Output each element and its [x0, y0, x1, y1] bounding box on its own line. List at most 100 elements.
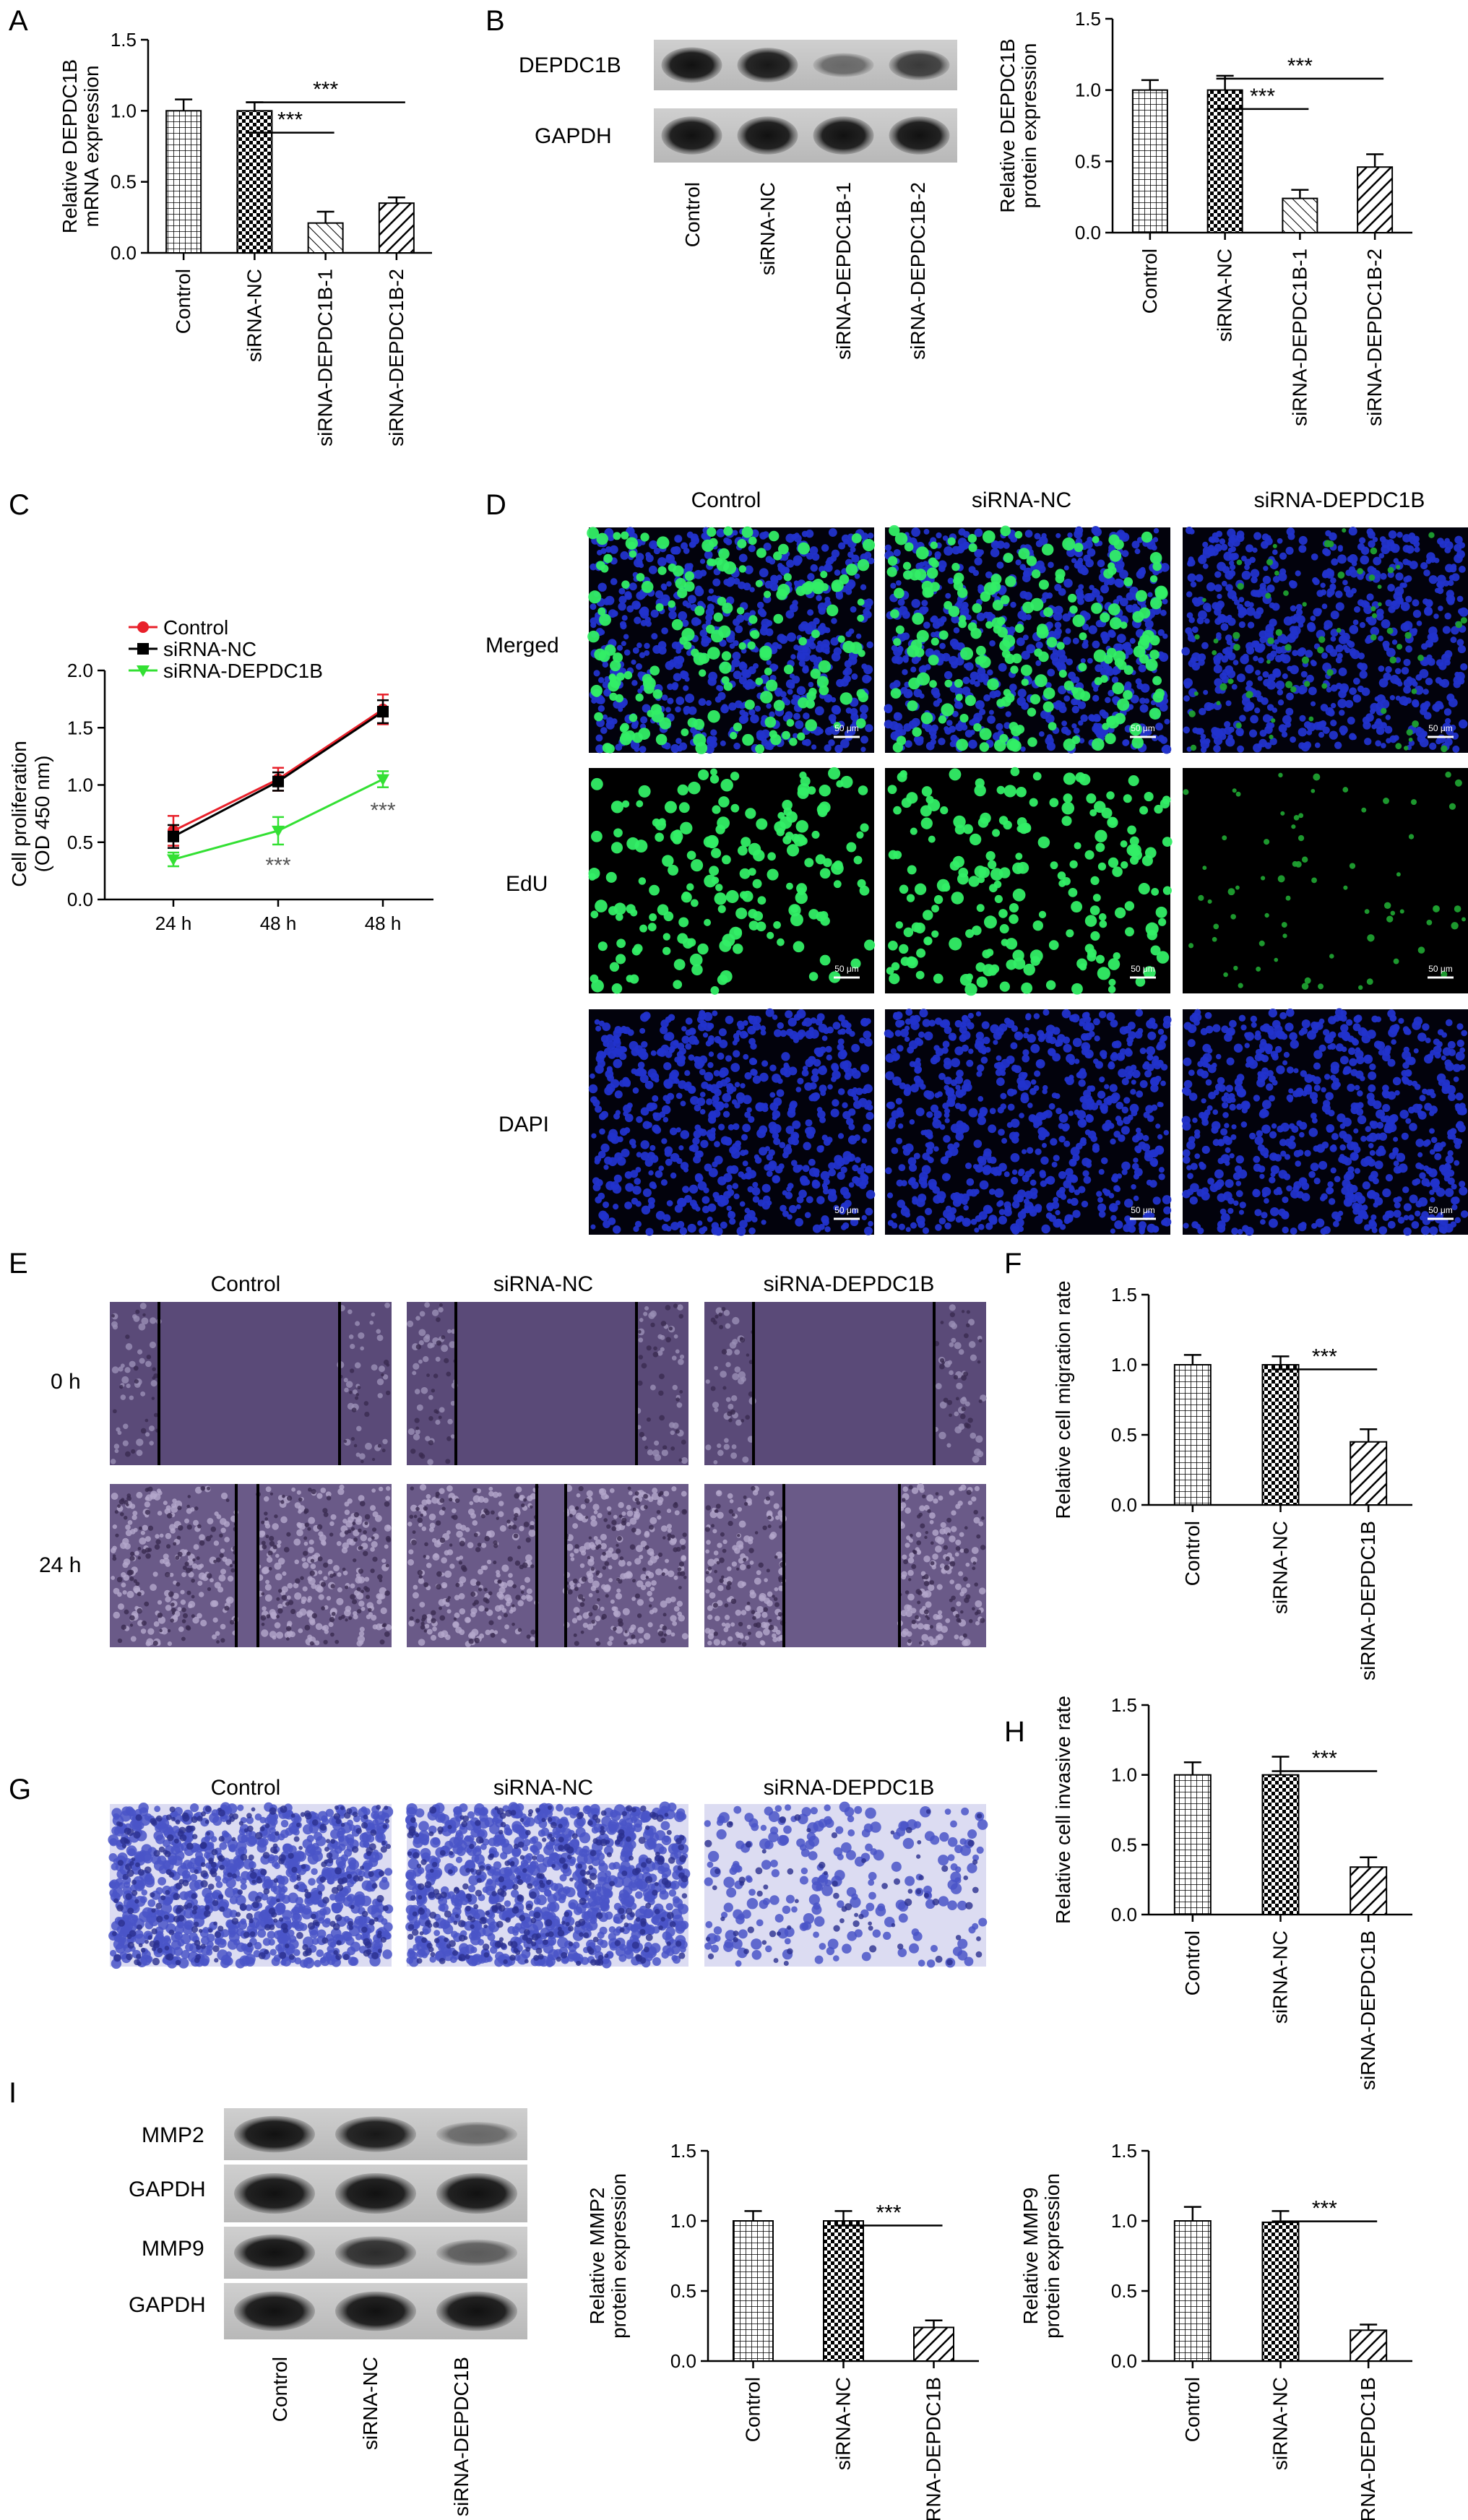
cell [635, 603, 641, 608]
cell [604, 1156, 613, 1165]
cell [714, 1195, 721, 1203]
cell [739, 891, 748, 899]
cell [1160, 1080, 1166, 1087]
cell [1084, 1011, 1090, 1018]
cell [1454, 779, 1462, 787]
blot-band [813, 116, 874, 155]
cell [1314, 742, 1321, 748]
cell [675, 1092, 683, 1100]
cell [860, 584, 867, 591]
cell [688, 1085, 696, 1093]
cell [1349, 625, 1359, 634]
cell [607, 534, 615, 542]
cell [632, 1087, 639, 1094]
cell [840, 1166, 847, 1173]
cell [1279, 1011, 1287, 1019]
cell [685, 1017, 693, 1025]
microscopy-image: 50 μm [588, 1008, 876, 1236]
cell [612, 1225, 621, 1234]
cell [1100, 1157, 1108, 1165]
cell [644, 1080, 654, 1089]
cell [914, 1066, 922, 1074]
cell [1078, 1079, 1086, 1087]
cell [983, 1165, 992, 1174]
cell [1231, 683, 1238, 690]
cell [832, 1099, 839, 1107]
cell [1428, 641, 1433, 647]
cell [723, 561, 737, 575]
cell [738, 553, 748, 563]
blot-b-lane-labels: Control siRNA-NC siRNA-DEPDC1B-1 siRNA-DEPD… [681, 182, 929, 360]
cell [910, 827, 918, 835]
cell [1097, 862, 1107, 871]
cell [605, 871, 617, 883]
cell [1090, 931, 1100, 941]
cell [966, 1059, 974, 1067]
cell [1366, 978, 1373, 985]
cell [1342, 787, 1349, 793]
cell [1062, 1036, 1071, 1044]
cell [639, 610, 649, 619]
cell [979, 742, 990, 752]
cell [826, 604, 839, 616]
cell [1330, 720, 1337, 727]
cell [738, 676, 747, 685]
cell [1391, 1039, 1396, 1045]
cell [1233, 644, 1240, 651]
cell [636, 642, 642, 649]
cell [594, 712, 603, 722]
cell [1029, 1179, 1037, 1186]
cell [681, 728, 689, 736]
cell [912, 727, 922, 737]
cell [811, 830, 820, 839]
cell [1459, 1181, 1466, 1188]
x-tick-label: siRNA-DEPDC1B-1 [1288, 249, 1311, 426]
y-tick-label: 1.0 [1111, 1354, 1137, 1376]
cell [807, 609, 814, 616]
cell [733, 1037, 740, 1043]
cell [1120, 840, 1128, 848]
cell [902, 610, 910, 619]
cell [730, 803, 740, 813]
cell [637, 1061, 645, 1069]
cell [1029, 1087, 1037, 1095]
cell [1457, 608, 1464, 615]
cell [1271, 1019, 1281, 1029]
cell [588, 873, 597, 881]
cell [1298, 1131, 1305, 1138]
cell [1079, 1119, 1087, 1126]
cell [1068, 671, 1076, 680]
cell [978, 655, 987, 663]
cell [1290, 686, 1297, 693]
cell [944, 1026, 952, 1035]
cell [596, 561, 605, 571]
cell [1062, 537, 1076, 551]
cell [1083, 554, 1091, 562]
y-tick-label: 1.5 [1075, 8, 1101, 30]
cell [1021, 678, 1029, 686]
cell [739, 661, 746, 668]
cell [732, 652, 741, 660]
cell [930, 616, 936, 623]
cell [1108, 534, 1120, 545]
cell [600, 548, 607, 554]
cell [988, 709, 994, 715]
cell [1337, 546, 1343, 552]
cell [673, 980, 683, 990]
bar [823, 2220, 864, 2362]
cell [661, 627, 668, 635]
cell [768, 1160, 777, 1170]
cell [1451, 922, 1459, 930]
cell [848, 1182, 855, 1188]
cell [1133, 1195, 1139, 1201]
cell [688, 1184, 699, 1194]
cell [961, 724, 968, 731]
cell [1003, 553, 1014, 563]
cell [661, 1138, 668, 1144]
cell [894, 656, 904, 665]
cell [1404, 631, 1412, 639]
cell [958, 867, 969, 878]
cell [1188, 556, 1194, 562]
cell [924, 724, 933, 733]
cell [938, 738, 946, 746]
